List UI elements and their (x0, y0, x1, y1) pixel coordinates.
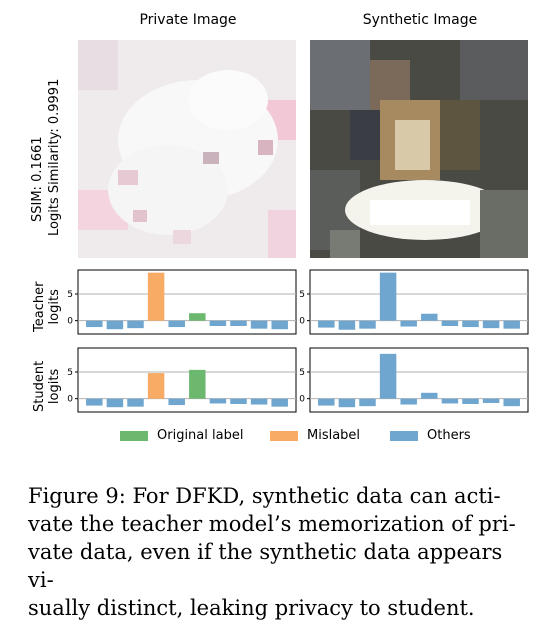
legend-original: Original label (120, 428, 243, 443)
bar (250, 398, 268, 405)
bar (147, 272, 165, 321)
synthetic-image-title: Synthetic Image (362, 12, 478, 28)
private-image (78, 40, 296, 258)
bar (168, 320, 185, 328)
y-tick-label: 5 (299, 368, 305, 378)
bar (209, 398, 227, 404)
y-tick-label: 5 (67, 290, 73, 300)
bar (209, 320, 227, 326)
bar (106, 320, 124, 330)
bar (230, 398, 247, 404)
bar (400, 320, 417, 327)
teacher-label-line2: logits (47, 289, 62, 325)
bar (271, 320, 288, 330)
student-label-line2: logits (47, 368, 62, 405)
bar (503, 320, 520, 329)
ssim-label: SSIM: 0.1661 (30, 136, 45, 222)
figure-caption: Figure 9: For DFKD, synthetic data can a… (28, 482, 533, 622)
private-image-title: Private Image (139, 12, 237, 28)
bar (318, 320, 335, 328)
y-tick-label: 5 (67, 368, 73, 378)
legend-original-swatch (120, 430, 148, 441)
bar (86, 320, 103, 328)
y-tick-label: 0 (67, 395, 73, 405)
bar (189, 313, 206, 321)
y-tick-label: 0 (299, 317, 305, 327)
legend-mislabel: Mislabel (270, 428, 360, 443)
caption-line-2: vate the teacher model’s memorization of… (28, 512, 516, 536)
bar (379, 353, 397, 399)
bar (482, 398, 500, 403)
bar (106, 398, 124, 408)
logits-similarity-label: Logits Similarity: 0.9991 (47, 78, 62, 236)
student-label-line1: Student (32, 360, 47, 412)
bar (462, 320, 479, 328)
legend-original-label: Original label (157, 428, 244, 443)
bar (338, 398, 356, 408)
bar (400, 398, 417, 405)
bar (147, 373, 165, 399)
bar (189, 369, 206, 399)
y-tick-label: 5 (299, 290, 305, 300)
bar (230, 320, 247, 326)
teacher-label-line1: Teacher (32, 281, 47, 332)
legend-mislabel-swatch (270, 430, 298, 441)
bar (503, 398, 520, 407)
bar (127, 398, 144, 407)
bar (168, 398, 185, 406)
bar (338, 320, 356, 330)
bar (359, 398, 376, 407)
bar (127, 320, 144, 329)
legend-others-swatch (390, 430, 418, 441)
bar (421, 392, 438, 399)
bar (379, 272, 397, 321)
caption-line-3: vate data, even if the synthetic data ap… (28, 540, 503, 592)
teacher-logits-label: Teacher logits (32, 282, 62, 332)
bar (250, 320, 268, 329)
bar (359, 320, 376, 329)
y-tick-label: 0 (67, 317, 73, 327)
legend-mislabel-label: Mislabel (307, 428, 361, 443)
bar (318, 398, 335, 406)
caption-line-4: sually distinct, leaking privacy to stud… (28, 596, 475, 620)
bar (421, 313, 438, 321)
student-logits-label: Student logits (32, 361, 62, 412)
bar (462, 398, 479, 404)
bar (441, 398, 459, 404)
bar (86, 398, 103, 406)
caption-line-1: Figure 9: For DFKD, synthetic data can a… (28, 484, 501, 508)
chart-teacher-synthetic: 05 (299, 269, 529, 335)
y-tick-label: 0 (299, 395, 305, 405)
chart-teacher-private: 05 (67, 269, 297, 335)
bar (271, 398, 288, 407)
synthetic-image (310, 40, 528, 258)
bar (441, 320, 459, 326)
bar (482, 320, 500, 329)
chart-student-synthetic: 05 (299, 347, 529, 413)
chart-student-private: 05 (67, 347, 297, 413)
legend-others-label: Others (427, 428, 471, 443)
legend-others: Others (390, 428, 471, 443)
